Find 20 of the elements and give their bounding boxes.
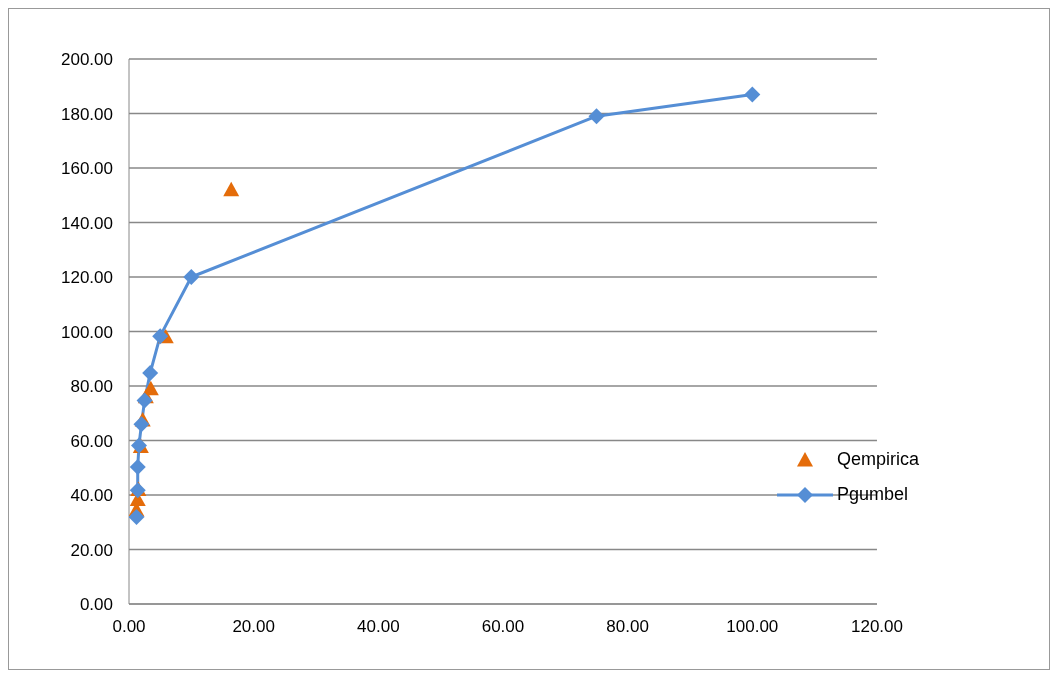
x-tick-label: 120.00 — [850, 617, 903, 637]
y-tick-label: 180.00 — [61, 104, 113, 124]
y-tick-label: 100.00 — [61, 322, 113, 342]
legend-label: Qempirica — [836, 449, 919, 470]
y-tick-label: 160.00 — [61, 159, 113, 179]
y-tick-label: 0.00 — [79, 595, 113, 615]
y-tick-label: 200.00 — [61, 50, 113, 70]
legend-label: Pgumbel — [836, 484, 909, 505]
y-tick-label: 60.00 — [70, 431, 113, 451]
x-tick-label: 20.00 — [232, 617, 275, 637]
y-tick-label: 120.00 — [61, 268, 113, 288]
x-tick-label: 80.00 — [606, 617, 649, 637]
x-tick-label: 60.00 — [481, 617, 525, 637]
y-tick-label: 140.00 — [61, 213, 113, 233]
y-tick-label: 20.00 — [70, 540, 113, 560]
y-tick-label: 80.00 — [70, 377, 113, 397]
x-tick-label: 0.00 — [112, 617, 146, 637]
x-tick-label: 40.00 — [357, 617, 400, 637]
y-tick-label: 40.00 — [70, 486, 113, 506]
x-tick-label: 100.00 — [726, 617, 779, 637]
